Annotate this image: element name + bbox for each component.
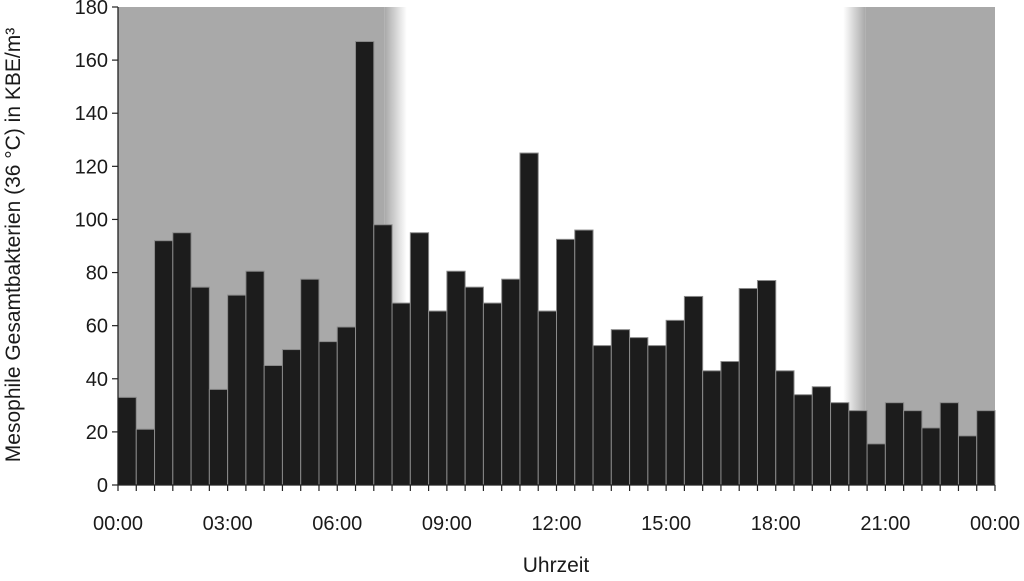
y-tick-label: 180: [75, 0, 108, 19]
bar: [957, 435, 978, 486]
dusk-gradient: [843, 7, 866, 485]
bar: [921, 427, 941, 486]
bar: [683, 295, 704, 486]
bar: [811, 386, 832, 486]
x-tick-label: 12:00: [531, 513, 581, 535]
night-region-evening: [865, 7, 995, 485]
bar: [464, 286, 484, 486]
bar: [428, 310, 448, 486]
bar: [702, 370, 722, 486]
bar: [318, 341, 338, 486]
bar: [501, 278, 521, 486]
bar: [610, 329, 631, 486]
y-tick-label: 100: [75, 209, 108, 231]
x-tick-label: 03:00: [203, 513, 253, 535]
bar: [446, 270, 466, 486]
bar: [281, 349, 302, 486]
bars: [117, 41, 996, 486]
x-tick-label: 00:00: [93, 513, 143, 535]
bar: [154, 240, 174, 486]
bar: [775, 370, 795, 486]
x-tick-label: 18:00: [751, 513, 801, 535]
bar: [208, 388, 229, 486]
bar: [848, 410, 868, 486]
bar: [373, 224, 393, 486]
bar: [537, 310, 558, 486]
x-tick-label: 09:00: [422, 513, 472, 535]
y-tick-label: 40: [86, 369, 108, 391]
bar: [190, 286, 210, 486]
bar: [519, 152, 539, 486]
bar: [227, 294, 247, 486]
bar: [592, 345, 612, 486]
y-tick-label: 20: [86, 422, 108, 444]
bar: [738, 287, 758, 486]
bar: [866, 443, 886, 486]
bar: [556, 238, 576, 486]
bar: [903, 410, 923, 486]
bar: [482, 302, 503, 486]
y-tick-label: 140: [75, 103, 108, 125]
x-tick-label: 15:00: [641, 513, 691, 535]
bar: [300, 278, 320, 486]
y-tick-label: 80: [86, 263, 108, 285]
bar: [355, 41, 375, 486]
bar: [665, 319, 685, 486]
bar: [391, 302, 411, 486]
bar: [135, 428, 156, 486]
y-tick-label: 0: [97, 475, 108, 497]
y-tick-label: 120: [75, 156, 108, 178]
bar: [976, 410, 996, 486]
bar: [336, 326, 357, 486]
axes: 0 20 40 60 80 100 120 140 160 180 00:00 03:00 06:00 0…: [75, 0, 1020, 535]
bar: [629, 337, 649, 486]
x-axis-label: Uhrzeit: [523, 554, 590, 576]
y-tick-label: 60: [86, 316, 108, 338]
y-axis-label: Mesophile Gesamtbakterien (36 °C) in KBE…: [2, 28, 25, 462]
bar: [647, 345, 667, 486]
bar: [574, 229, 594, 486]
x-tick-label: 00:00: [970, 513, 1020, 535]
bar: [830, 402, 850, 486]
x-tick-label: 06:00: [312, 513, 362, 535]
bar: [720, 361, 740, 486]
bar: [117, 396, 137, 486]
bar: [245, 270, 265, 486]
bar: [884, 402, 905, 486]
bar: [756, 280, 777, 486]
x-tick-label: 21:00: [860, 513, 910, 535]
bar: [793, 394, 813, 486]
bar: [939, 402, 959, 486]
bar: [409, 232, 430, 486]
bar: [172, 232, 192, 486]
bar: [263, 365, 283, 486]
y-tick-label: 160: [75, 50, 108, 72]
